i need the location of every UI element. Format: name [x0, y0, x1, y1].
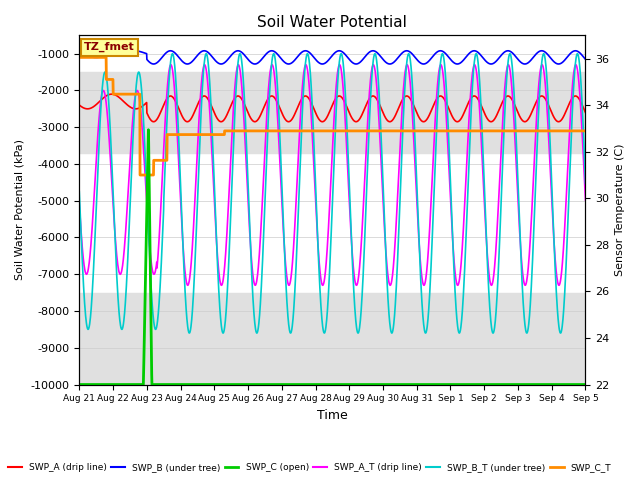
SWP_A_T (drip line): [322, 266, 330, 272]
Line: SWP_B_T (under tree): SWP_B_T (under tree): [79, 54, 586, 333]
Y-axis label: Sensor Temperature (C): Sensor Temperature (C): [615, 144, 625, 276]
SWP_A_T (drip line): [474, 88, 482, 94]
SWP_C (open): [567, 382, 575, 387]
SWP_B_T (under tree): [489, 330, 497, 336]
SWP_A_T (drip line): [568, 98, 575, 104]
SWP_C_T: [308, 128, 316, 134]
SWP_C (open): [474, 382, 482, 387]
SWP_B (under tree): [568, 50, 575, 56]
SWP_C_T: [76, 55, 83, 60]
X-axis label: Time: Time: [317, 409, 348, 422]
Text: TZ_fmet: TZ_fmet: [84, 42, 135, 52]
SWP_C (open): [101, 382, 109, 387]
Title: Soil Water Potential: Soil Water Potential: [257, 15, 407, 30]
SWP_C_T: [322, 128, 330, 134]
SWP_A (drip line): [308, 103, 316, 108]
SWP_A (drip line): [322, 116, 330, 122]
SWP_C (open): [76, 382, 83, 387]
SWP_A (drip line): [108, 91, 116, 97]
SWP_A (drip line): [101, 94, 109, 99]
SWP_B (under tree): [567, 50, 575, 56]
SWP_B_T (under tree): [567, 138, 575, 144]
SWP_B_T (under tree): [568, 132, 575, 138]
SWP_C (open): [582, 382, 589, 387]
SWP_C_T: [582, 128, 589, 134]
SWP_B (under tree): [126, 47, 134, 53]
Bar: [79, 72, 586, 153]
Line: SWP_C (open): SWP_C (open): [79, 130, 586, 384]
SWP_C_T: [101, 55, 109, 60]
SWP_B (under tree): [101, 53, 109, 59]
SWP_B_T (under tree): [76, 189, 83, 194]
Line: SWP_A (drip line): SWP_A (drip line): [79, 94, 586, 122]
SWP_B_T (under tree): [101, 69, 109, 75]
Line: SWP_A_T (drip line): SWP_A_T (drip line): [79, 65, 586, 285]
SWP_B (under tree): [474, 50, 482, 56]
SWP_B (under tree): [76, 51, 83, 57]
SWP_A_T (drip line): [101, 93, 109, 98]
SWP_C_T: [567, 128, 575, 134]
SWP_B_T (under tree): [582, 180, 589, 186]
Line: SWP_B (under tree): SWP_B (under tree): [79, 50, 586, 64]
SWP_B_T (under tree): [322, 326, 330, 332]
SWP_A (drip line): [217, 119, 225, 125]
SWP_A_T (drip line): [308, 132, 316, 137]
SWP_C (open): [145, 127, 152, 132]
SWP_A_T (drip line): [471, 62, 479, 68]
Line: SWP_C_T: SWP_C_T: [79, 58, 586, 175]
SWP_B (under tree): [322, 60, 330, 65]
SWP_B (under tree): [308, 53, 316, 59]
Y-axis label: Soil Water Potential (kPa): Soil Water Potential (kPa): [15, 139, 25, 280]
SWP_A_T (drip line): [76, 200, 83, 206]
SWP_C_T: [474, 128, 482, 134]
SWP_C (open): [567, 382, 575, 387]
Bar: [79, 293, 586, 384]
SWP_A (drip line): [567, 97, 575, 103]
SWP_A_T (drip line): [567, 103, 575, 108]
SWP_A_T (drip line): [285, 282, 292, 288]
Legend: SWP_A (drip line), SWP_B (under tree), SWP_C (open), SWP_A_T (drip line), SWP_B_: SWP_A (drip line), SWP_B (under tree), S…: [4, 459, 615, 476]
SWP_A_T (drip line): [582, 197, 589, 203]
SWP_B (under tree): [217, 61, 225, 67]
SWP_C_T: [136, 172, 144, 178]
SWP_B_T (under tree): [168, 51, 176, 57]
SWP_A (drip line): [76, 102, 83, 108]
SWP_B (under tree): [582, 57, 589, 62]
SWP_B_T (under tree): [308, 103, 316, 108]
SWP_C_T: [567, 128, 575, 134]
SWP_A (drip line): [474, 97, 482, 103]
SWP_B_T (under tree): [474, 60, 482, 65]
SWP_A (drip line): [582, 110, 589, 116]
SWP_C (open): [322, 382, 330, 387]
SWP_C (open): [308, 382, 316, 387]
SWP_A (drip line): [568, 97, 575, 103]
